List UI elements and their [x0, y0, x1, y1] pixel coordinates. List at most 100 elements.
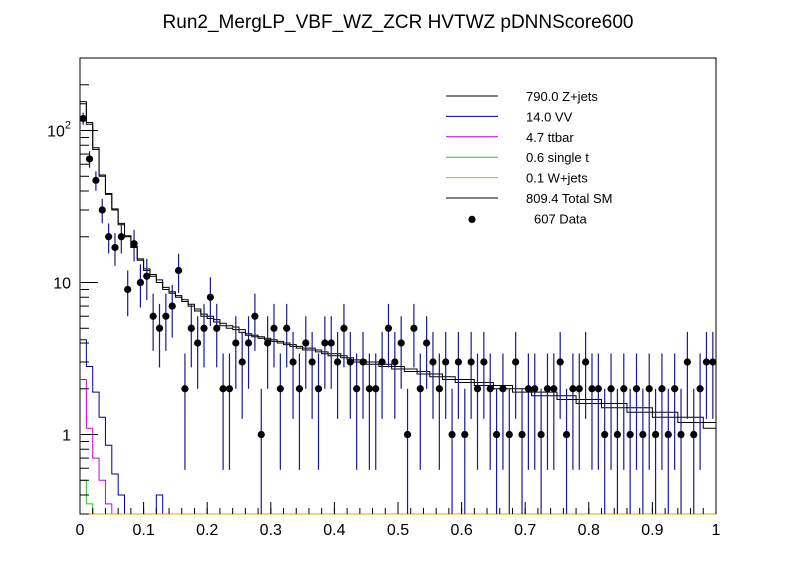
data-point — [499, 385, 507, 393]
data-point — [327, 339, 335, 347]
data-point — [664, 430, 672, 439]
data-point — [626, 430, 634, 439]
data-point — [658, 385, 666, 393]
data-point — [505, 430, 513, 439]
legend: 790.0 Z+jets 14.0 VV 4.7 ttbar 0.6 single t… — [446, 89, 612, 226]
data-point — [588, 385, 596, 393]
legend-marker-data — [468, 215, 476, 223]
data-point — [79, 114, 87, 123]
data-point — [155, 324, 164, 332]
data-point — [683, 358, 691, 366]
data-point — [308, 358, 316, 366]
data-point — [321, 339, 329, 347]
data-point — [461, 430, 469, 439]
data-point — [238, 358, 246, 366]
data-point — [314, 385, 323, 393]
y-tick-label: 10 — [53, 276, 71, 293]
data-point — [365, 385, 373, 393]
x-tick-label: 0.5 — [387, 522, 409, 539]
data-point — [251, 312, 259, 320]
data-point — [582, 358, 590, 366]
data-point — [690, 430, 698, 439]
plot-frame — [79, 57, 717, 515]
data-point — [270, 324, 278, 332]
legend-label-ttbar: 4.7 ttbar — [526, 130, 574, 145]
data-point — [232, 339, 240, 347]
data-point — [403, 430, 412, 439]
data-point — [632, 385, 641, 393]
data-point — [168, 302, 176, 310]
data-point — [372, 385, 380, 393]
data-point — [467, 358, 475, 366]
data-point — [550, 385, 558, 393]
data-point — [677, 430, 685, 439]
data-point — [295, 385, 304, 393]
data-point — [645, 385, 653, 393]
legend-label-z-jets: 790.0 Z+jets — [526, 89, 598, 104]
series-total-sm-line — [80, 101, 716, 423]
data-point — [213, 324, 221, 332]
data-point — [289, 358, 297, 366]
data-point — [98, 206, 106, 214]
data-point — [651, 430, 660, 439]
data-point — [187, 324, 195, 332]
legend-label-w-jets: 0.1 W+jets — [526, 171, 588, 186]
data-point — [709, 358, 717, 366]
data-point — [333, 358, 342, 366]
series-vv-line — [80, 339, 716, 515]
data-point — [130, 240, 138, 248]
legend-label-single-t: 0.6 single t — [526, 150, 589, 165]
data-point — [302, 339, 310, 347]
data-point — [244, 339, 253, 347]
data-point — [92, 176, 100, 184]
data-points-layer — [79, 112, 717, 514]
data-point — [448, 430, 456, 439]
data-point — [442, 358, 450, 366]
x-tick-label: 1 — [712, 522, 721, 539]
data-point — [594, 385, 602, 393]
data-point — [575, 385, 583, 393]
data-point — [353, 385, 361, 393]
data-point — [225, 385, 234, 393]
data-point — [219, 385, 227, 393]
legend-label-total-sm: 809.4 Total SM — [526, 191, 612, 206]
data-point — [206, 293, 214, 301]
data-point — [423, 339, 431, 347]
x-tick-label: 0.9 — [641, 522, 663, 539]
x-tick-label: 0 — [76, 522, 85, 539]
data-point — [111, 243, 119, 252]
series-layer — [80, 101, 716, 515]
data-point — [429, 358, 437, 366]
data-point — [537, 430, 545, 439]
x-tick-label: 0.3 — [260, 522, 282, 539]
series-z-jets-line — [80, 103, 716, 429]
data-point — [562, 430, 571, 439]
axes: 0 0.1 0.2 0.3 0.4 0.5 0.6 0.7 0.8 0.9 1 1 10 102 — [47, 57, 721, 539]
data-point — [174, 266, 183, 275]
data-point — [340, 324, 348, 332]
data-point — [473, 385, 482, 393]
data-point — [620, 385, 628, 393]
data-point — [480, 358, 488, 366]
legend-label-vv: 14.0 VV — [526, 109, 573, 124]
data-point — [524, 385, 532, 393]
data-point — [435, 385, 443, 393]
data-point — [702, 358, 711, 366]
data-point — [346, 358, 354, 366]
series-ttbar-line — [80, 379, 716, 515]
data-point — [613, 430, 622, 439]
data-point — [531, 385, 539, 393]
data-point — [384, 324, 393, 332]
data-point — [162, 312, 170, 320]
data-point — [105, 233, 113, 241]
data-point — [696, 385, 704, 393]
data-point — [149, 312, 157, 320]
data-point — [359, 358, 367, 366]
data-point — [194, 339, 202, 347]
data-point — [671, 385, 679, 393]
data-point — [85, 155, 94, 163]
legend-label-data: 607 Data — [534, 211, 588, 226]
data-point — [416, 385, 424, 393]
data-point — [391, 358, 399, 366]
